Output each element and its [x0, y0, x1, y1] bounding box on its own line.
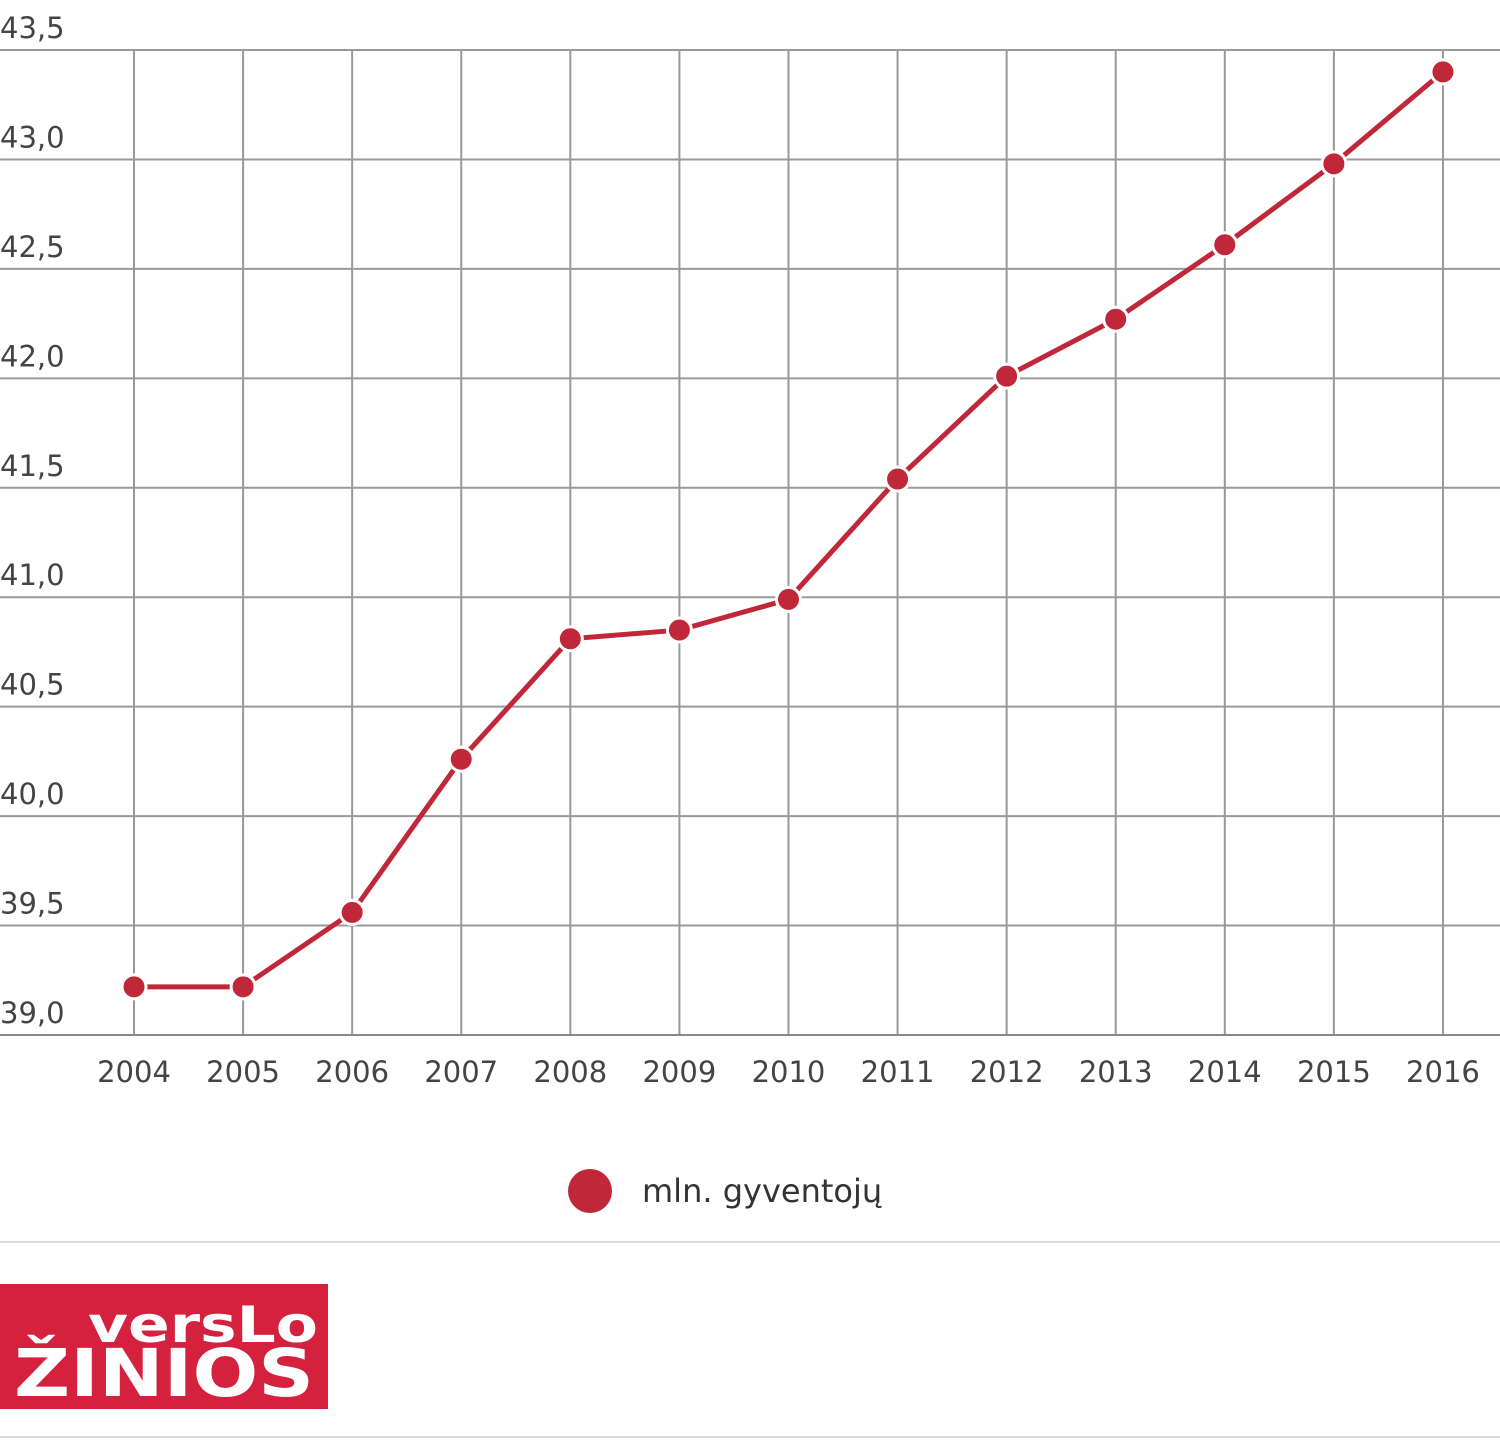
legend-label: mln. gyventojų [642, 1172, 883, 1210]
x-tick-label: 2006 [315, 1055, 389, 1089]
x-tick-label: 2005 [206, 1055, 280, 1089]
x-tick-label: 2015 [1297, 1055, 1371, 1089]
x-axis-ticks: 2004 2005 2006 2007 2008 2009 2010 2011 2012 2013… [97, 1055, 1480, 1089]
x-tick-label: 2011 [861, 1055, 935, 1089]
divider-top [0, 1241, 1500, 1243]
chart-grid [0, 49, 1500, 1036]
y-tick-label: 42,0 [0, 339, 65, 373]
logo-line-2: ŽINIOS [14, 1334, 314, 1409]
y-axis-ticks: 39,0 39,5 40,0 40,5 41,0 41,5 42,0 42,5 43,0 43,5 [0, 11, 65, 1030]
line-chart: 39,0 39,5 40,0 40,5 41,0 41,5 42,0 42,5 43,0 43,5… [0, 11, 1500, 1089]
x-tick-label: 2009 [642, 1055, 716, 1089]
y-tick-label: 40,0 [0, 777, 65, 811]
x-tick-label: 2013 [1079, 1055, 1153, 1089]
legend-swatch [568, 1169, 612, 1213]
y-tick-label: 42,5 [0, 230, 65, 264]
y-tick-label: 39,5 [0, 887, 65, 921]
x-tick-label: 2007 [424, 1055, 498, 1089]
y-tick-label: 41,5 [0, 449, 65, 483]
x-tick-label: 2012 [970, 1055, 1044, 1089]
series-points [120, 58, 1457, 1001]
data-point [884, 465, 912, 493]
x-tick-label: 2010 [752, 1055, 826, 1089]
y-tick-label: 43,0 [0, 120, 65, 154]
data-point [1102, 305, 1130, 333]
data-point [120, 973, 148, 1001]
x-tick-label: 2016 [1406, 1055, 1480, 1089]
data-point [1320, 150, 1348, 178]
data-point [1211, 231, 1239, 259]
data-point [993, 362, 1021, 390]
data-point [774, 585, 802, 613]
logo-line-1: versLo [88, 1296, 318, 1354]
data-point [447, 745, 475, 773]
legend: mln. gyventojų [568, 1166, 882, 1216]
data-point [338, 898, 366, 926]
x-tick-label: 2008 [533, 1055, 607, 1089]
y-tick-label: 39,0 [0, 996, 65, 1030]
data-point [556, 625, 584, 653]
data-point [1429, 58, 1457, 86]
divider-bottom [0, 1436, 1500, 1438]
x-tick-label: 2014 [1188, 1055, 1262, 1089]
y-tick-label: 41,0 [0, 558, 65, 592]
x-tick-label: 2004 [97, 1055, 171, 1089]
data-point [665, 616, 693, 644]
y-tick-label: 43,5 [0, 11, 65, 45]
data-point [229, 973, 257, 1001]
verslo-zinios-logo: versLo ŽINIOS [0, 1284, 328, 1409]
y-tick-label: 40,5 [0, 668, 65, 702]
